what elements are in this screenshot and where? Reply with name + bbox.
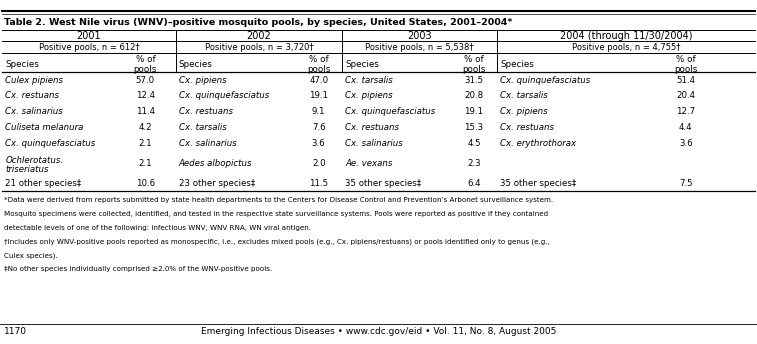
Text: 10.6: 10.6 bbox=[136, 179, 155, 188]
Text: Cx. erythrothorax: Cx. erythrothorax bbox=[500, 139, 577, 148]
Text: 21 other species‡: 21 other species‡ bbox=[5, 179, 82, 188]
Text: 2004 (through 11/30/2004): 2004 (through 11/30/2004) bbox=[559, 31, 693, 41]
Text: Culiseta melanura: Culiseta melanura bbox=[5, 123, 84, 132]
Text: 6.4: 6.4 bbox=[467, 179, 481, 188]
Text: Cx. restuans: Cx. restuans bbox=[345, 123, 399, 132]
Text: Aedes albopictus: Aedes albopictus bbox=[179, 159, 252, 168]
Text: Cx. tarsalis: Cx. tarsalis bbox=[345, 76, 393, 85]
Text: Species: Species bbox=[345, 60, 379, 69]
Text: Cx. quinquefasciatus: Cx. quinquefasciatus bbox=[179, 92, 269, 100]
Text: 35 other species‡: 35 other species‡ bbox=[345, 179, 422, 188]
Text: 11.5: 11.5 bbox=[309, 179, 329, 188]
Text: Cx. restuans: Cx. restuans bbox=[500, 123, 554, 132]
Text: Cx. salinarius: Cx. salinarius bbox=[5, 107, 63, 116]
Text: % of
pools: % of pools bbox=[463, 55, 485, 74]
Text: Species: Species bbox=[179, 60, 213, 69]
Text: Cx. salinarius: Cx. salinarius bbox=[345, 139, 403, 148]
Text: †Includes only WNV-positive pools reported as monospecific, i.e., excludes mixed: †Includes only WNV-positive pools report… bbox=[4, 239, 550, 245]
Text: % of
pools: % of pools bbox=[134, 55, 157, 74]
Text: 51.4: 51.4 bbox=[676, 76, 696, 85]
Text: detectable levels of one of the following: infectious WNV, WNV RNA, WN viral ant: detectable levels of one of the followin… bbox=[4, 225, 311, 231]
Text: 2.3: 2.3 bbox=[467, 159, 481, 168]
Text: % of
pools: % of pools bbox=[674, 55, 697, 74]
Text: 2002: 2002 bbox=[247, 31, 271, 41]
Text: Cx. quinquefasciatus: Cx. quinquefasciatus bbox=[345, 107, 435, 116]
Text: Cx. pipiens: Cx. pipiens bbox=[345, 92, 393, 100]
Text: 7.6: 7.6 bbox=[312, 123, 326, 132]
Text: Cx. quinquefasciatus: Cx. quinquefasciatus bbox=[5, 139, 95, 148]
Text: Species: Species bbox=[5, 60, 39, 69]
Text: Cx. restuans: Cx. restuans bbox=[179, 107, 232, 116]
Text: 4.2: 4.2 bbox=[139, 123, 152, 132]
Text: 12.4: 12.4 bbox=[136, 92, 155, 100]
Text: Cx. quinquefasciatus: Cx. quinquefasciatus bbox=[500, 76, 590, 85]
Text: 3.6: 3.6 bbox=[312, 139, 326, 148]
Text: 3.6: 3.6 bbox=[679, 139, 693, 148]
Text: Culex species).: Culex species). bbox=[4, 252, 58, 259]
Text: Cx. restuans: Cx. restuans bbox=[5, 92, 59, 100]
Text: Cx. tarsalis: Cx. tarsalis bbox=[179, 123, 226, 132]
Text: Species: Species bbox=[500, 60, 534, 69]
Text: Emerging Infectious Diseases • www.cdc.gov/eid • Vol. 11, No. 8, August 2005: Emerging Infectious Diseases • www.cdc.g… bbox=[201, 327, 556, 336]
Text: Positive pools, n = 612†: Positive pools, n = 612† bbox=[39, 43, 139, 52]
Text: 2.1: 2.1 bbox=[139, 159, 152, 168]
Text: Mosquito specimens were collected, identified, and tested in the respective stat: Mosquito specimens were collected, ident… bbox=[4, 211, 548, 217]
Text: 20.4: 20.4 bbox=[676, 92, 696, 100]
Text: Ochlerotatus.: Ochlerotatus. bbox=[5, 156, 64, 165]
Text: 15.3: 15.3 bbox=[464, 123, 484, 132]
Text: 4.5: 4.5 bbox=[467, 139, 481, 148]
Text: 12.7: 12.7 bbox=[676, 107, 696, 116]
Text: *Data were derived from reports submitted by state health departments to the Cen: *Data were derived from reports submitte… bbox=[4, 197, 553, 203]
Text: 23 other species‡: 23 other species‡ bbox=[179, 179, 255, 188]
Text: 1170: 1170 bbox=[4, 327, 26, 336]
Text: % of
pools: % of pools bbox=[307, 55, 330, 74]
Text: 7.5: 7.5 bbox=[679, 179, 693, 188]
Text: Culex pipiens: Culex pipiens bbox=[5, 76, 64, 85]
Text: 4.4: 4.4 bbox=[679, 123, 693, 132]
Text: 35 other species‡: 35 other species‡ bbox=[500, 179, 577, 188]
Text: Ae. vexans: Ae. vexans bbox=[345, 159, 393, 168]
Text: 47.0: 47.0 bbox=[309, 76, 329, 85]
Text: Cx. tarsalis: Cx. tarsalis bbox=[500, 92, 548, 100]
Text: 2001: 2001 bbox=[76, 31, 101, 41]
Text: 19.1: 19.1 bbox=[309, 92, 329, 100]
Text: Table 2. West Nile virus (WNV)–positive mosquito pools, by species, United State: Table 2. West Nile virus (WNV)–positive … bbox=[4, 18, 512, 26]
Text: 9.1: 9.1 bbox=[312, 107, 326, 116]
Text: triseriatus: triseriatus bbox=[5, 165, 48, 174]
Text: Positive pools, n = 4,755†: Positive pools, n = 4,755† bbox=[572, 43, 681, 52]
Text: 31.5: 31.5 bbox=[464, 76, 484, 85]
Text: 19.1: 19.1 bbox=[464, 107, 484, 116]
Text: Cx. pipiens: Cx. pipiens bbox=[500, 107, 548, 116]
Text: 2.1: 2.1 bbox=[139, 139, 152, 148]
Text: Cx. pipiens: Cx. pipiens bbox=[179, 76, 226, 85]
Text: Cx. salinarius: Cx. salinarius bbox=[179, 139, 236, 148]
Text: 2.0: 2.0 bbox=[312, 159, 326, 168]
Text: 11.4: 11.4 bbox=[136, 107, 155, 116]
Text: 57.0: 57.0 bbox=[136, 76, 155, 85]
Text: Positive pools, n = 3,720†: Positive pools, n = 3,720† bbox=[204, 43, 313, 52]
Text: ‡No other species individually comprised ≥2.0% of the WNV-positive pools.: ‡No other species individually comprised… bbox=[4, 266, 272, 272]
Text: 20.8: 20.8 bbox=[464, 92, 484, 100]
Text: Positive pools, n = 5,538†: Positive pools, n = 5,538† bbox=[366, 43, 474, 52]
Text: 2003: 2003 bbox=[407, 31, 432, 41]
